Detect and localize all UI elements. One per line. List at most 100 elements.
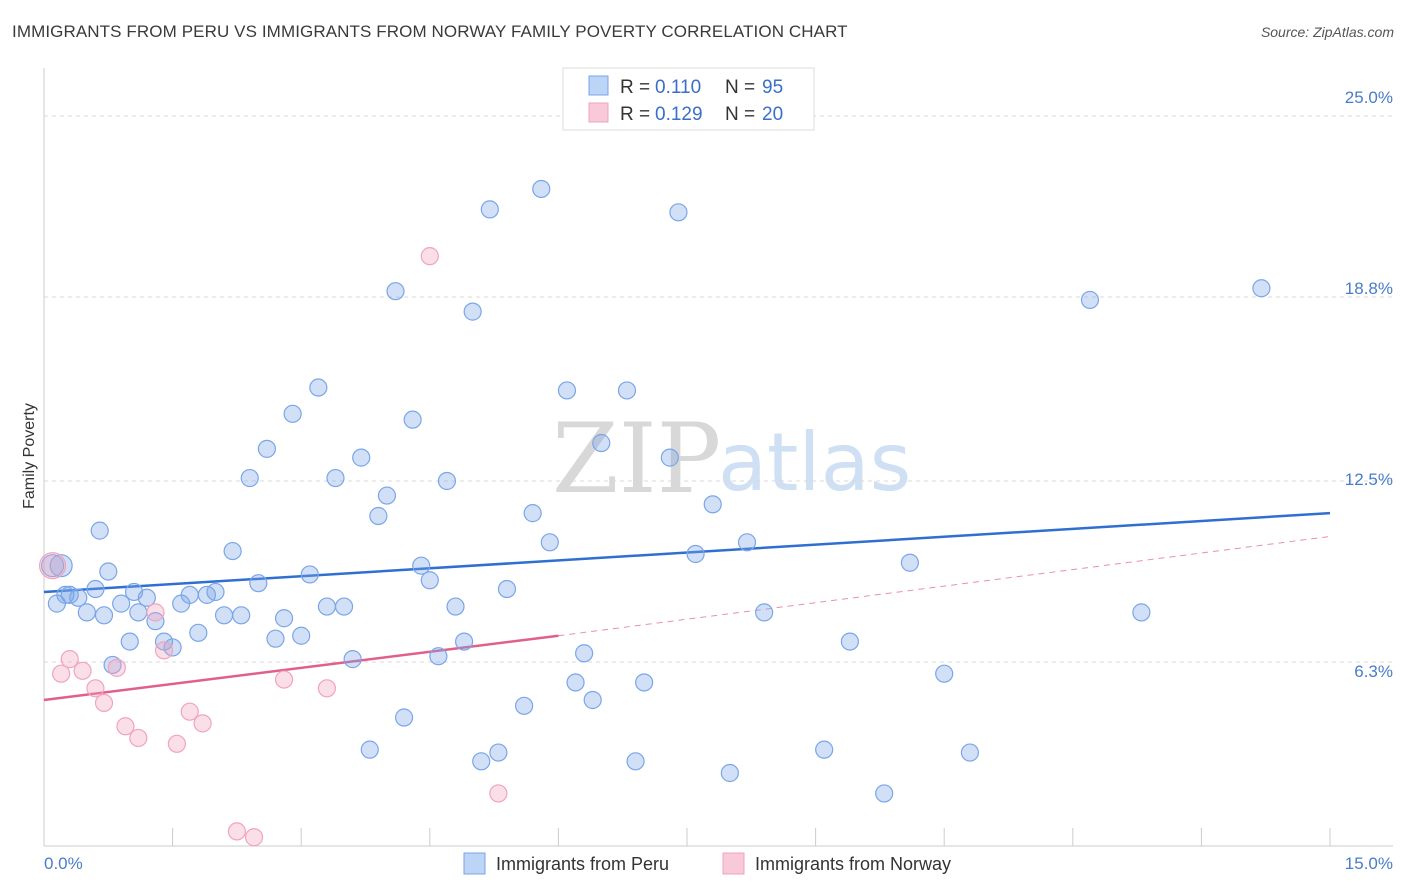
y-tick-18-8: 18.8% xyxy=(1345,279,1393,298)
peru-point xyxy=(515,696,534,715)
peru-point xyxy=(660,448,679,467)
peru-point xyxy=(137,588,156,607)
peru-point xyxy=(232,606,251,625)
norway-point xyxy=(420,247,439,266)
bottom-legend-label-norway: Immigrants from Norway xyxy=(755,854,951,874)
legend-r-label-norway: R = xyxy=(620,104,650,125)
legend-n-value-norway: 20 xyxy=(762,104,783,125)
peru-point xyxy=(540,533,559,552)
peru-point xyxy=(49,554,73,578)
data-points xyxy=(38,179,1271,847)
peru-point xyxy=(815,740,834,759)
norway-point xyxy=(146,603,165,622)
norway-point xyxy=(193,714,212,733)
peru-point xyxy=(1080,290,1100,310)
peru-point xyxy=(472,752,491,771)
peru-point xyxy=(703,495,722,514)
peru-point xyxy=(420,571,439,590)
watermark-zip: ZIP xyxy=(552,403,721,515)
legend-swatch-peru xyxy=(588,75,609,96)
peru-point xyxy=(99,562,118,581)
peru-point xyxy=(437,471,457,491)
peru-point xyxy=(935,664,954,683)
norway-point xyxy=(244,828,264,847)
legend-n-label-norway: N = xyxy=(725,104,755,125)
peru-point xyxy=(40,554,65,578)
y-tick-12-5: 12.5% xyxy=(1345,470,1393,489)
x-tick-min: 0.0% xyxy=(44,854,83,873)
peru-point xyxy=(394,708,414,727)
peru-point xyxy=(90,521,109,540)
norway-point xyxy=(227,822,246,841)
peru-point xyxy=(575,644,594,663)
y-axis-label: Family Poverty xyxy=(21,403,38,509)
norway-point xyxy=(94,693,114,713)
peru-point xyxy=(557,381,577,400)
peru-point xyxy=(249,574,268,593)
peru-point xyxy=(240,468,259,488)
norway-point xyxy=(60,650,79,669)
norway-point xyxy=(167,734,186,753)
norway-point xyxy=(154,641,174,660)
peru-point xyxy=(266,629,285,648)
peru-point xyxy=(360,740,379,759)
legend-r-label-peru: R = xyxy=(620,77,650,98)
peru-point xyxy=(112,594,131,613)
peru-point xyxy=(592,433,611,453)
peru-point xyxy=(257,439,277,458)
peru-point xyxy=(300,565,319,584)
peru-point xyxy=(463,302,482,321)
legend-n-value-peru: 95 xyxy=(762,77,783,98)
peru-point xyxy=(223,541,242,561)
peru-point xyxy=(840,632,859,651)
peru-point xyxy=(412,556,431,575)
peru-point xyxy=(737,533,757,552)
peru-point xyxy=(875,784,894,803)
peru-point xyxy=(720,763,739,783)
norway-point xyxy=(116,717,135,736)
peru-point xyxy=(274,609,294,628)
peru-point xyxy=(900,553,920,572)
norway-point xyxy=(489,784,508,803)
peru-point xyxy=(960,743,980,762)
peru-point xyxy=(189,623,208,642)
x-tick-max: 15.0% xyxy=(1345,854,1393,873)
peru-point xyxy=(292,626,311,645)
norway-point xyxy=(180,702,199,721)
peru-point xyxy=(386,282,405,301)
peru-point xyxy=(77,603,96,622)
y-tick-25: 25.0% xyxy=(1345,88,1393,107)
peru-point xyxy=(532,179,551,199)
peru-point xyxy=(69,588,88,607)
peru-point xyxy=(120,632,139,651)
norway-point xyxy=(274,670,294,689)
peru-point xyxy=(454,632,474,651)
axes xyxy=(43,68,1393,847)
peru-point xyxy=(583,690,602,710)
bottom-legend-label-peru: Immigrants from Peru xyxy=(496,854,669,874)
bottom-legend-swatch-norway xyxy=(722,852,745,875)
peru-point xyxy=(1252,279,1271,298)
norway-point xyxy=(129,728,148,748)
peru-point xyxy=(180,585,199,604)
legend-r-value-peru: 0.110 xyxy=(655,77,701,98)
peru-point xyxy=(1132,603,1151,622)
peru-point xyxy=(446,597,465,616)
norway-trend-extension xyxy=(558,535,1331,637)
bottom-legend-swatch-peru xyxy=(463,852,486,875)
chart-title: IMMIGRANTS FROM PERU VS IMMIGRANTS FROM … xyxy=(12,22,848,41)
peru-point xyxy=(635,673,654,692)
peru-point xyxy=(309,378,328,397)
peru-point xyxy=(669,203,688,222)
norway-trend-line xyxy=(43,634,559,702)
peru-point xyxy=(343,650,362,669)
peru-point xyxy=(489,743,508,762)
peru-point xyxy=(429,647,448,666)
peru-point xyxy=(377,486,397,505)
peru-point xyxy=(369,506,388,526)
peru-point xyxy=(617,381,637,400)
norway-point xyxy=(52,664,71,683)
peru-point xyxy=(334,597,354,616)
peru-point xyxy=(480,200,499,219)
